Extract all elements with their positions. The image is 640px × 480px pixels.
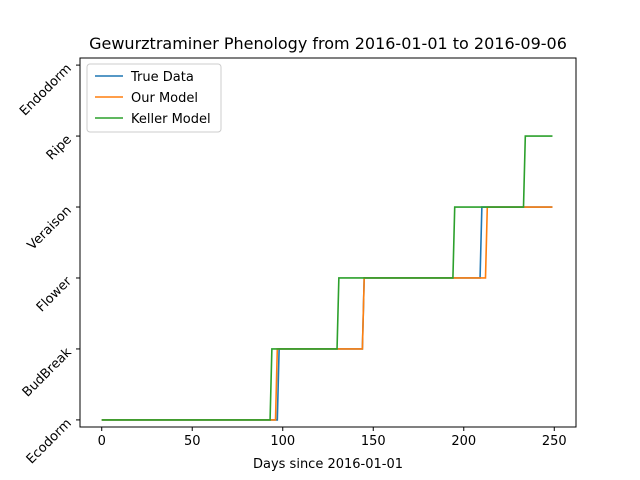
y-axis: Ecodorm BudBreak Flower Veraison Ripe Endodor… — [17, 61, 80, 467]
series-line-3 — [101, 135, 553, 421]
x-tick-label: 150 — [361, 434, 386, 449]
y-tick-label: Veraison — [25, 203, 75, 253]
legend: True Data Our Model Keller Model — [86, 63, 222, 133]
x-axis: 0 50 100 150 200 250 — [98, 427, 567, 449]
x-tick-label: 200 — [451, 434, 476, 449]
x-tick-label: 100 — [270, 434, 295, 449]
x-tick-label: 50 — [184, 434, 201, 449]
series-line-1 — [101, 206, 553, 421]
x-axis-label: Days since 2016-01-01 — [253, 457, 403, 472]
legend-label: Our Model — [131, 91, 198, 106]
plot-area — [79, 57, 577, 428]
x-tick-label: 250 — [542, 434, 567, 449]
legend-entries: True Data Our Model Keller Model — [95, 70, 211, 127]
y-tick-label: Endodorm — [17, 61, 75, 119]
y-tick-label: Flower — [34, 274, 75, 315]
y-tick-label: BudBreak — [20, 345, 75, 400]
plot-frame — [79, 57, 577, 428]
chart-title: Gewurztraminer Phenology from 2016-01-01… — [89, 34, 567, 53]
y-tick-label: Ecodorm — [24, 416, 75, 467]
legend-label: Keller Model — [131, 112, 211, 127]
series-line-2 — [101, 206, 553, 421]
x-tick-label: 0 — [98, 434, 106, 449]
y-tick-label: Ripe — [44, 132, 75, 163]
legend-label: True Data — [130, 70, 194, 85]
legend-frame — [86, 63, 222, 133]
series-layer — [101, 135, 553, 421]
